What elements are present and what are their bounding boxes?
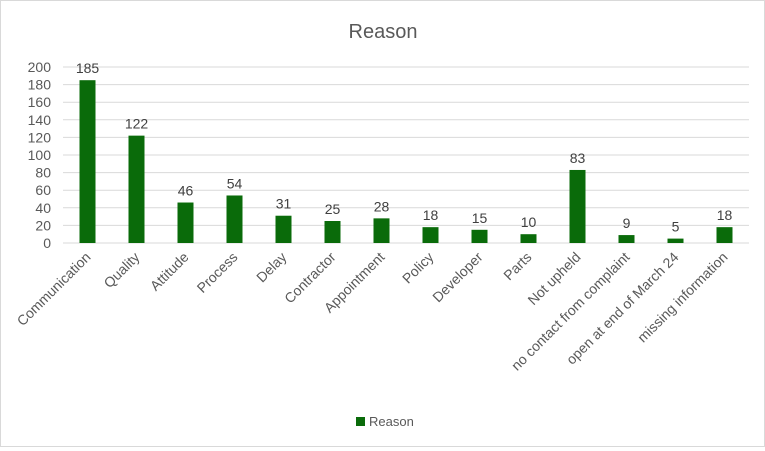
data-label: 83 [570,150,586,166]
data-label: 10 [521,214,537,230]
data-label: 18 [717,207,733,223]
x-tick-label: Delay [253,249,290,286]
x-tick-label: Communication [14,249,94,329]
legend-swatch [356,417,365,426]
data-label: 25 [325,201,341,217]
data-label: 15 [472,210,488,226]
bar [128,135,145,243]
bar [324,221,341,243]
bar [520,234,537,243]
x-axis-ticks: Communication Quality Attitude Process Delay… [14,249,731,374]
data-label: 31 [276,196,292,212]
x-tick-label: Quality [100,249,142,291]
y-tick-label: 0 [43,235,51,251]
data-label: 54 [227,175,243,191]
y-tick-label: 120 [28,129,52,145]
y-tick-label: 40 [35,200,51,216]
legend-label: Reason [369,414,414,429]
y-tick-label: 140 [28,112,52,128]
bar [373,218,390,243]
data-labels: 185 122 46 54 31 25 28 18 15 10 83 9 5 18 [76,60,733,234]
bars [79,80,733,243]
y-tick-label: 80 [35,165,51,181]
y-tick-label: 160 [28,94,52,110]
bar [471,229,488,243]
y-tick-label: 20 [35,217,51,233]
x-tick-label: Developer [429,249,486,306]
legend: Reason [356,414,414,429]
y-tick-label: 200 [28,59,52,75]
bar [618,235,635,243]
x-tick-label: missing information [634,249,731,346]
data-label: 28 [374,198,390,214]
data-label: 18 [423,207,439,223]
data-label: 185 [76,60,100,76]
gridlines [63,66,749,244]
y-tick-label: 180 [28,77,52,93]
y-tick-label: 100 [28,147,52,163]
bar [716,227,733,243]
chart-title: Reason [349,21,418,43]
data-label: 46 [178,183,194,199]
x-tick-label: Attitude [147,249,192,294]
data-label: 5 [672,219,680,235]
bar [667,238,684,243]
data-label: 9 [623,215,631,231]
bar [275,215,292,243]
x-tick-label: Parts [500,249,534,283]
bar [569,169,586,243]
y-tick-label: 60 [35,182,51,198]
x-tick-label: Process [194,249,241,296]
bar [226,195,243,243]
bar [79,80,96,243]
x-tick-label: Policy [399,249,437,287]
data-label: 122 [125,116,149,132]
bar [177,202,194,243]
bar [422,227,439,243]
